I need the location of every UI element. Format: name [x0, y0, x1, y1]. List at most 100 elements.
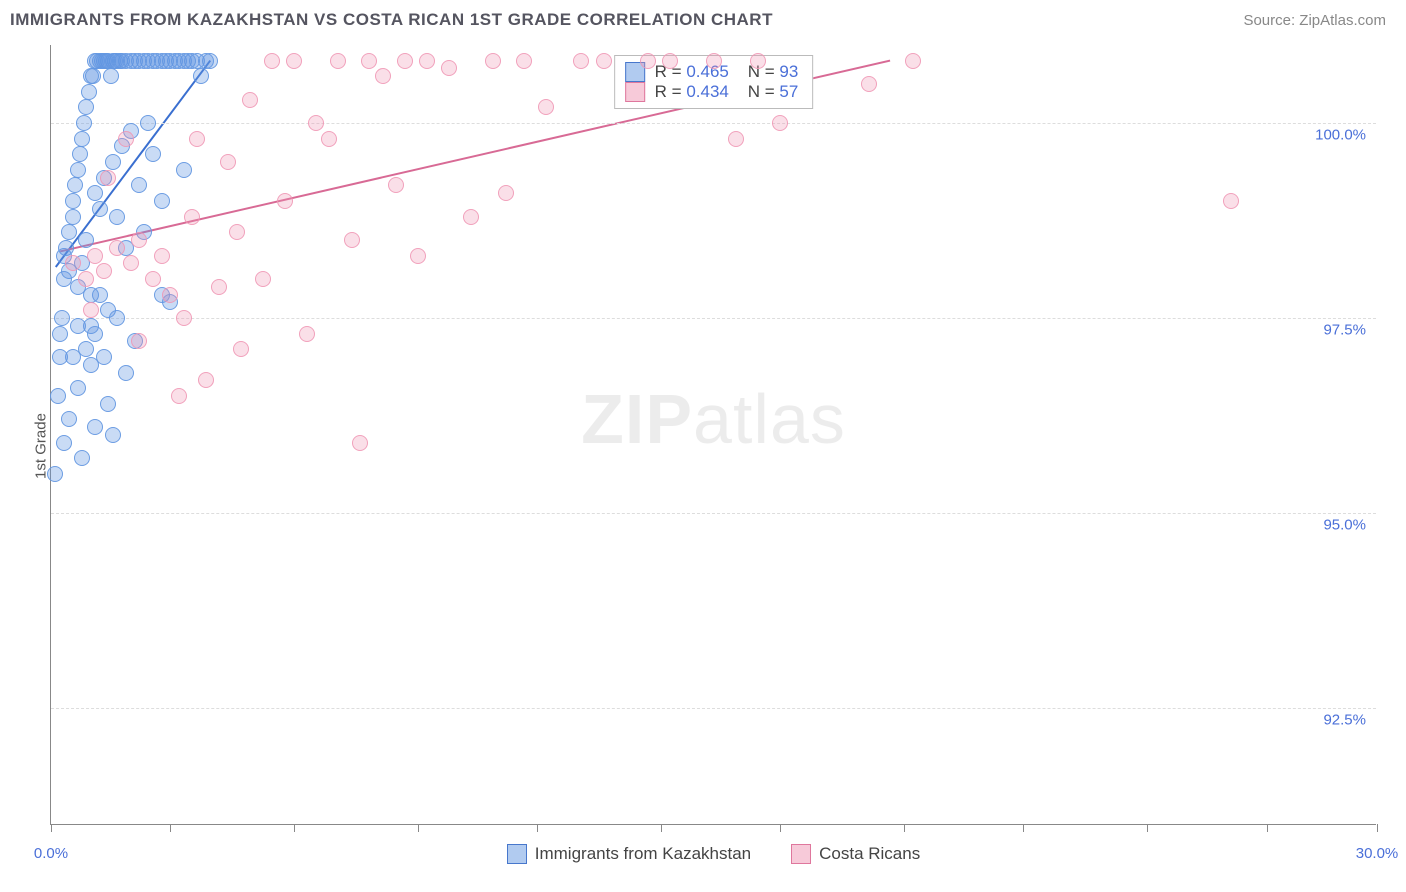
data-point: [47, 466, 63, 482]
data-point: [109, 310, 125, 326]
source-label: Source: ZipAtlas.com: [1243, 12, 1386, 29]
x-tick: [418, 824, 419, 832]
data-point: [255, 271, 271, 287]
x-tick: [170, 824, 171, 832]
y-tick-label: 100.0%: [1315, 127, 1366, 144]
data-point: [100, 170, 116, 186]
series-legend: Immigrants from Kazakhstan Costa Ricans: [51, 844, 1376, 864]
watermark: ZIPatlas: [581, 379, 846, 459]
data-point: [74, 450, 90, 466]
data-point: [103, 68, 119, 84]
gridline: [51, 708, 1376, 709]
data-point: [202, 53, 218, 69]
data-point: [361, 53, 377, 69]
data-point: [198, 372, 214, 388]
data-point: [498, 185, 514, 201]
x-tick: [1147, 824, 1148, 832]
data-point: [100, 396, 116, 412]
x-tick-label: 0.0%: [34, 845, 68, 862]
data-point: [330, 53, 346, 69]
data-point: [65, 193, 81, 209]
data-point: [308, 115, 324, 131]
data-point: [750, 53, 766, 69]
data-point: [109, 240, 125, 256]
data-point: [76, 115, 92, 131]
data-point: [145, 146, 161, 162]
data-point: [58, 240, 74, 256]
data-point: [56, 435, 72, 451]
data-point: [516, 53, 532, 69]
data-point: [65, 209, 81, 225]
data-point: [905, 53, 921, 69]
data-point: [74, 131, 90, 147]
data-point: [419, 53, 435, 69]
legend-item: Costa Ricans: [791, 844, 920, 864]
legend-item: Immigrants from Kazakhstan: [507, 844, 751, 864]
data-point: [96, 263, 112, 279]
data-point: [140, 115, 156, 131]
x-tick: [1377, 824, 1378, 832]
data-point: [410, 248, 426, 264]
data-point: [131, 177, 147, 193]
data-point: [65, 255, 81, 271]
scatter-chart: ZIPatlas R = 0.465 N = 93R = 0.434 N = 5…: [50, 45, 1376, 825]
data-point: [85, 68, 101, 84]
data-point: [123, 255, 139, 271]
data-point: [211, 279, 227, 295]
data-point: [352, 435, 368, 451]
data-point: [344, 232, 360, 248]
data-point: [72, 146, 88, 162]
data-point: [52, 326, 68, 342]
data-point: [596, 53, 612, 69]
legend-text: R = 0.434 N = 57: [655, 82, 799, 102]
data-point: [105, 154, 121, 170]
gridline: [51, 513, 1376, 514]
x-tick: [661, 824, 662, 832]
data-point: [50, 388, 66, 404]
data-point: [154, 193, 170, 209]
data-point: [67, 177, 83, 193]
data-point: [286, 53, 302, 69]
data-point: [229, 224, 245, 240]
data-point: [162, 287, 178, 303]
data-point: [92, 287, 108, 303]
data-point: [242, 92, 258, 108]
data-point: [83, 302, 99, 318]
data-point: [118, 131, 134, 147]
x-tick-label: 30.0%: [1356, 845, 1399, 862]
data-point: [189, 131, 205, 147]
data-point: [78, 271, 94, 287]
y-tick-label: 92.5%: [1323, 712, 1366, 729]
data-point: [220, 154, 236, 170]
y-axis-label: 1st Grade: [32, 413, 49, 479]
data-point: [184, 209, 200, 225]
legend-row: R = 0.434 N = 57: [625, 82, 799, 102]
data-point: [87, 185, 103, 201]
x-tick: [51, 824, 52, 832]
gridline: [51, 318, 1376, 319]
data-point: [145, 271, 161, 287]
data-point: [131, 333, 147, 349]
data-point: [81, 84, 97, 100]
x-tick: [904, 824, 905, 832]
data-point: [87, 248, 103, 264]
data-point: [96, 349, 112, 365]
data-point: [706, 53, 722, 69]
data-point: [388, 177, 404, 193]
data-point: [538, 99, 554, 115]
data-point: [78, 341, 94, 357]
legend-swatch: [625, 82, 645, 102]
y-tick-label: 97.5%: [1323, 322, 1366, 339]
data-point: [54, 310, 70, 326]
data-point: [1223, 193, 1239, 209]
legend-swatch: [791, 844, 811, 864]
data-point: [83, 318, 99, 334]
x-tick: [1267, 824, 1268, 832]
page-title: IMMIGRANTS FROM KAZAKHSTAN VS COSTA RICA…: [10, 10, 773, 30]
legend-label: Costa Ricans: [819, 844, 920, 864]
data-point: [171, 388, 187, 404]
data-point: [70, 380, 86, 396]
data-point: [176, 310, 192, 326]
data-point: [176, 162, 192, 178]
data-point: [70, 162, 86, 178]
